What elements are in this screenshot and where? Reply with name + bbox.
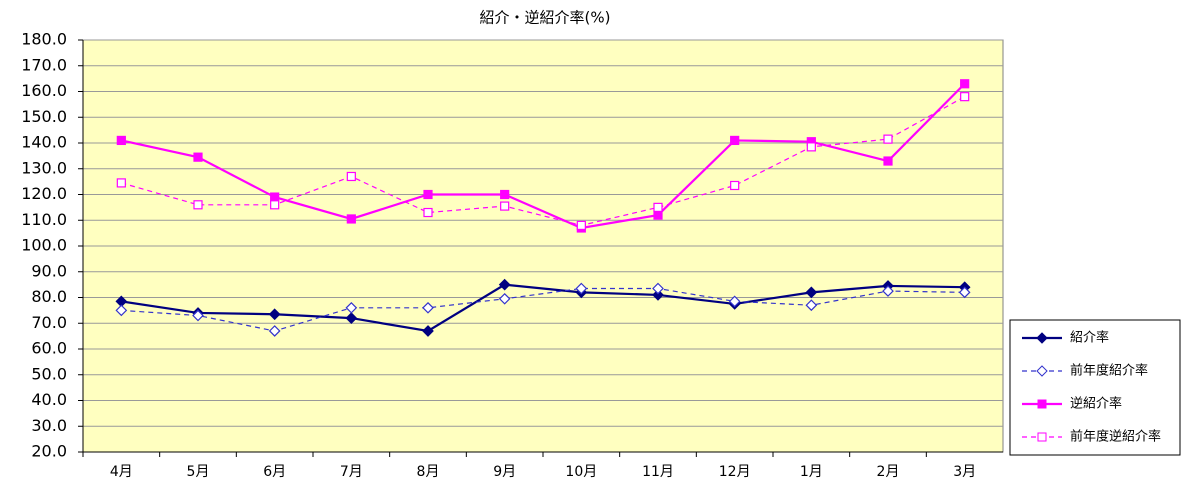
y-tick-label: 150.0 [21,107,67,126]
legend-marker [1037,432,1047,442]
legend-marker [1036,332,1048,344]
marker [423,189,433,200]
x-tick-label: 2月 [877,464,900,480]
marker [422,325,434,337]
marker [652,289,664,301]
marker [270,192,280,202]
marker [653,202,663,212]
y-tick-label: 20.0 [31,442,67,461]
x-tick-label: 5月 [187,464,210,480]
marker [500,189,510,200]
marker [498,278,511,291]
marker [652,282,664,295]
x-tick-label: 4月 [110,464,133,480]
marker [270,200,280,210]
x-tick-label: 10月 [565,464,597,480]
legend-label: 紹介率 [1070,330,1109,346]
x-tick-label: 9月 [493,464,516,480]
marker [193,200,203,210]
chart-title: 紹介・逆紹介率(%) [480,9,611,27]
x-tick-label: 8月 [417,464,440,480]
x-tick-label: 11月 [642,464,674,480]
marker [422,301,434,314]
y-tick-label: 80.0 [31,287,67,306]
y-tick-label: 60.0 [31,339,67,358]
series-line [121,287,965,332]
marker [960,92,970,102]
y-tick-label: 50.0 [31,364,67,383]
marker [883,134,893,144]
y-tick-label: 100.0 [21,236,67,255]
y-tick-label: 180.0 [21,30,67,49]
x-tick-label: 3月 [953,464,976,480]
x-tick-label: 1月 [800,464,823,480]
marker [498,292,511,305]
y-tick-label: 130.0 [21,158,67,177]
marker [116,135,126,146]
marker [192,309,204,322]
legend-marker [1037,399,1047,409]
marker [730,180,740,191]
y-tick-label: 170.0 [21,55,67,74]
y-tick-label: 90.0 [31,261,67,280]
marker [728,295,741,308]
marker [193,152,203,162]
marker [346,171,356,182]
y-tick-label: 30.0 [31,416,67,435]
marker [423,207,433,218]
y-tick-label: 110.0 [21,210,67,229]
y-tick-label: 160.0 [21,81,67,100]
marker [500,201,510,211]
marker [883,156,893,166]
y-tick-label: 40.0 [31,390,67,409]
marker [653,210,663,220]
x-tick-label: 12月 [719,464,751,480]
y-tick-label: 70.0 [31,313,67,332]
marker [960,79,970,89]
x-tick-label: 6月 [263,464,286,480]
legend-marker [1036,365,1048,377]
series-line [121,83,966,230]
marker [806,142,816,152]
legend-label: 逆紹介率 [1070,396,1122,412]
marker [346,214,356,224]
y-tick-label: 140.0 [21,133,67,152]
legend-label: 前年度逆紹介率 [1070,429,1161,445]
x-tick-label: 7月 [340,464,363,480]
marker [730,135,740,146]
marker [345,312,358,324]
marker [882,285,894,297]
marker [116,178,126,188]
marker [575,282,588,295]
marker [958,286,971,299]
marker [805,299,818,312]
marker [115,304,128,317]
legend-label: 前年度紹介率 [1070,363,1148,379]
marker [576,220,586,230]
marker [805,286,818,299]
marker [268,308,281,321]
marker [268,325,281,337]
marker [345,301,358,314]
series-line [121,283,965,333]
y-tick-label: 120.0 [21,184,67,203]
